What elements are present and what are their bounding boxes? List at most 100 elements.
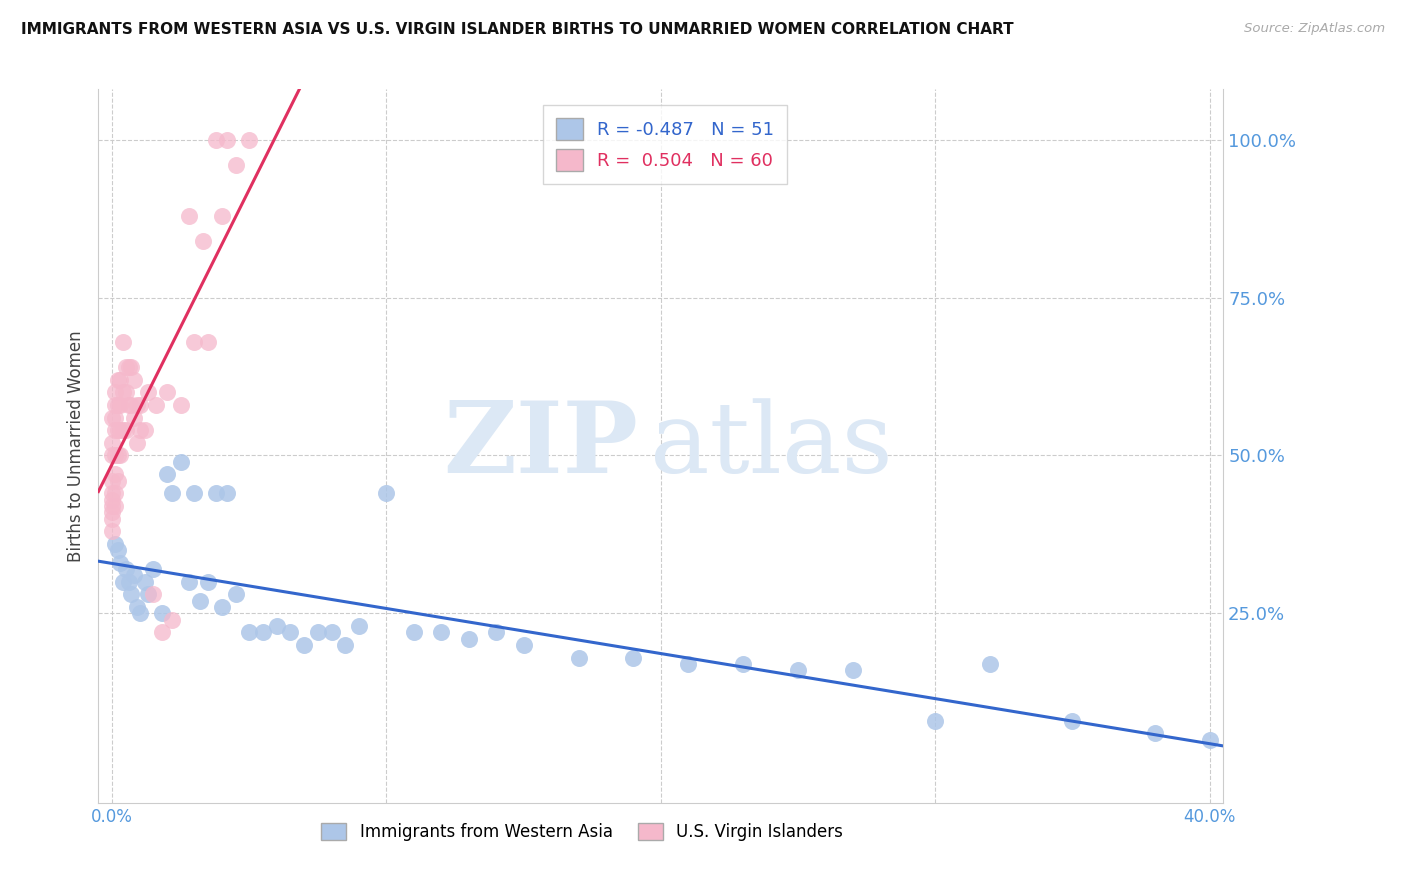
Point <box>120 587 142 601</box>
Point <box>205 486 228 500</box>
Legend: Immigrants from Western Asia, U.S. Virgin Islanders: Immigrants from Western Asia, U.S. Virgi… <box>315 816 849 848</box>
Point <box>128 607 150 621</box>
Point <box>188 593 211 607</box>
Point <box>104 537 127 551</box>
Point <box>107 373 129 387</box>
Point <box>104 398 127 412</box>
Point <box>197 574 219 589</box>
Point <box>115 360 138 375</box>
Point <box>145 398 167 412</box>
Point <box>183 486 205 500</box>
Point <box>162 613 184 627</box>
Point <box>136 587 159 601</box>
Point <box>183 334 205 349</box>
Text: IMMIGRANTS FROM WESTERN ASIA VS U.S. VIRGIN ISLANDER BIRTHS TO UNMARRIED WOMEN C: IMMIGRANTS FROM WESTERN ASIA VS U.S. VIR… <box>21 22 1014 37</box>
Point <box>1062 714 1084 728</box>
Point <box>112 574 135 589</box>
Point <box>170 455 193 469</box>
Point <box>170 398 193 412</box>
Point <box>191 234 214 248</box>
Point <box>122 568 145 582</box>
Point <box>177 574 200 589</box>
Point <box>104 423 127 437</box>
Point <box>177 209 200 223</box>
Point <box>430 625 453 640</box>
Point <box>101 492 124 507</box>
Point <box>101 511 124 525</box>
Point <box>104 467 127 482</box>
Point <box>101 449 124 463</box>
Point <box>1143 726 1166 740</box>
Point <box>292 638 315 652</box>
Point <box>162 486 184 500</box>
Point <box>211 600 233 615</box>
Point <box>266 619 288 633</box>
Point <box>101 435 124 450</box>
Point <box>115 385 138 400</box>
Point <box>217 133 239 147</box>
Point <box>142 562 165 576</box>
Point <box>115 562 138 576</box>
Point <box>128 398 150 412</box>
Point <box>252 625 274 640</box>
Point <box>307 625 329 640</box>
Point <box>238 133 260 147</box>
Point <box>457 632 479 646</box>
Point <box>621 650 644 665</box>
Point <box>101 505 124 519</box>
Point <box>125 435 148 450</box>
Point <box>125 398 148 412</box>
Point <box>1198 732 1220 747</box>
Point <box>101 499 124 513</box>
Point <box>101 524 124 539</box>
Point <box>787 663 810 677</box>
Point <box>120 360 142 375</box>
Point <box>924 714 946 728</box>
Point <box>104 486 127 500</box>
Point <box>117 360 139 375</box>
Point <box>107 449 129 463</box>
Point <box>104 449 127 463</box>
Point <box>150 607 173 621</box>
Point <box>211 209 233 223</box>
Point <box>107 398 129 412</box>
Point <box>117 574 139 589</box>
Text: ZIP: ZIP <box>443 398 638 494</box>
Point <box>128 423 150 437</box>
Point <box>197 334 219 349</box>
Point <box>125 600 148 615</box>
Point <box>107 423 129 437</box>
Point <box>104 385 127 400</box>
Point <box>335 638 357 652</box>
Point <box>122 410 145 425</box>
Point <box>115 423 138 437</box>
Point <box>107 543 129 558</box>
Point <box>110 373 132 387</box>
Point <box>375 486 398 500</box>
Point <box>280 625 302 640</box>
Point <box>110 556 132 570</box>
Point <box>101 474 124 488</box>
Point <box>512 638 534 652</box>
Text: Source: ZipAtlas.com: Source: ZipAtlas.com <box>1244 22 1385 36</box>
Point <box>678 657 700 671</box>
Point <box>101 410 124 425</box>
Point <box>110 398 132 412</box>
Point <box>110 423 132 437</box>
Point <box>979 657 1001 671</box>
Point <box>142 587 165 601</box>
Point <box>101 486 124 500</box>
Point <box>150 625 173 640</box>
Point <box>136 385 159 400</box>
Point <box>225 158 247 172</box>
Text: atlas: atlas <box>650 398 893 494</box>
Point <box>134 423 156 437</box>
Point <box>112 385 135 400</box>
Point <box>321 625 343 640</box>
Y-axis label: Births to Unmarried Women: Births to Unmarried Women <box>66 330 84 562</box>
Point <box>567 650 589 665</box>
Point <box>402 625 425 640</box>
Point <box>225 587 247 601</box>
Point <box>347 619 370 633</box>
Point <box>107 474 129 488</box>
